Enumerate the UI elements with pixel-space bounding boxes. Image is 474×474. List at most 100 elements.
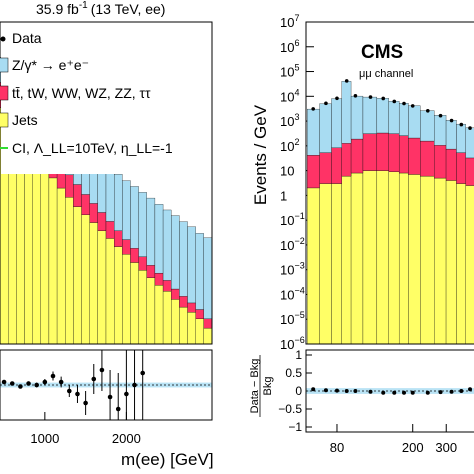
right-y-tick-exp-12: −5: [294, 310, 304, 320]
legend-swatch-jets: [0, 112, 9, 128]
left-bar-1-11: [89, 203, 98, 223]
left-bar-0-7: [56, 187, 66, 345]
right-y-tick-exp-11: −4: [294, 285, 304, 295]
right-ratio-point-7: [392, 390, 397, 395]
right-bar-0-5: [362, 170, 378, 345]
left-ratio-point-1: [9, 381, 15, 386]
left-bar-0-23: [187, 312, 196, 345]
left-bar-2-20: [162, 209, 172, 281]
right-bar-0-10: [420, 175, 435, 345]
right-bar-0-13: [456, 183, 466, 345]
right-bar-1-8: [398, 135, 409, 174]
right-y-tick-exp-4: 3: [294, 112, 299, 122]
left-ratio-point-7: [58, 379, 64, 385]
right-bar-0-2: [331, 183, 342, 345]
right-x-tick-label-1: 200: [402, 440, 424, 455]
left-ratio-point-13: [107, 394, 113, 400]
right-y-tick-label-0: 107: [280, 13, 299, 30]
right-bar-1-5: [362, 133, 378, 171]
left-x-tick-label-1: 2000: [112, 431, 141, 446]
left-ratio-point-16: [132, 382, 137, 388]
left-bar-0-25: [203, 327, 213, 345]
right-y-tick-exp-9: −2: [294, 236, 304, 246]
right-data-point-8: [402, 101, 406, 106]
left-bar-2-18: [146, 197, 156, 266]
right-data-point-14: [468, 126, 472, 130]
left-bar-1-15: [122, 239, 131, 255]
right-y-tick-exp-1: 6: [294, 38, 299, 48]
right-bar-1-12: [445, 148, 457, 181]
right-panel: Events / GeV 10710610510410310210110−110…: [249, 13, 474, 455]
right-ratio-plot: [306, 387, 474, 395]
right-data-point-5: [368, 95, 373, 99]
right-ratio-point-2: [334, 388, 339, 393]
left-legend: Data Z/γ* → e⁺e⁻ tt̄, tW, WW, WZ, ZZ, ττ Je…: [0, 24, 209, 174]
left-ratio-point-12: [99, 367, 105, 373]
left-bar-2-23: [187, 226, 196, 304]
left-ratio-point-17: [140, 370, 145, 376]
left-bar-1-8: [65, 174, 74, 198]
left-main-frame: [0, 21, 213, 345]
left-bar-0-5: [40, 167, 50, 345]
right-bar-1-4: [350, 138, 364, 174]
right-bar-0-7: [388, 171, 400, 345]
left-ratio-point-14: [115, 406, 121, 412]
right-bar-2-13: [456, 123, 466, 153]
right-data-point-1: [324, 101, 328, 106]
right-data-point-0: [311, 107, 315, 111]
right-ratio-tick-label-0: 1: [295, 348, 302, 362]
right-ratio-tick-label-1: 0.5: [285, 366, 302, 380]
right-data-point-10: [425, 108, 430, 113]
left-bar-0-21: [171, 299, 180, 345]
left-bar-1-20: [162, 280, 172, 292]
right-bar-0-14: [465, 185, 474, 345]
right-ratio-point-8: [402, 390, 407, 395]
right-bar-2-14: [465, 127, 474, 159]
left-x-axis-title: m(ee) [GeV]: [121, 450, 214, 469]
left-bar-2-17: [138, 192, 147, 257]
right-y-tick-exp-5: 2: [294, 137, 299, 147]
legend-label-jets: Jets: [12, 112, 38, 128]
right-bar-1-3: [341, 143, 352, 177]
left-panel: 35.9 fb-1 (13 TeV, ee) Data Z/γ* → e⁺e⁻ tt̄…: [0, 0, 214, 469]
left-ratio-point-8: [67, 388, 72, 394]
right-bar-0-3: [341, 175, 352, 345]
left-bar-0-8: [65, 197, 74, 345]
right-ratio-point-10: [425, 390, 430, 395]
right-ratio-tick-label-2: 0: [295, 384, 302, 398]
right-data-point-2: [335, 96, 339, 101]
right-bar-1-14: [465, 157, 474, 186]
right-bar-1-2: [331, 147, 342, 184]
left-bar-0-11: [89, 222, 98, 345]
right-main-plot: [307, 79, 474, 345]
left-ratio-point-2: [18, 384, 23, 389]
left-ratio-point-6: [50, 373, 56, 379]
right-bar-2-9: [408, 105, 421, 139]
left-x-tick-label-0: 1000: [30, 431, 59, 446]
legend-label-ttbar: tt̄, tW, WW, WZ, ZZ, ττ: [12, 85, 151, 101]
left-bar-1-16: [130, 248, 139, 263]
right-ratio-point-6: [381, 390, 386, 395]
right-y-tick-label-1: 106: [280, 38, 299, 55]
legend-swatch-ttbar: [0, 85, 9, 101]
right-y-tick-exp-13: −6: [294, 335, 304, 345]
left-ratio-point-3: [26, 381, 31, 386]
right-y-tick-label-12: 10−5: [280, 310, 305, 327]
right-y-tick-exp-0: 7: [294, 13, 299, 23]
right-y-tick-exp-3: 4: [294, 87, 299, 97]
right-data-point-9: [410, 104, 415, 108]
right-x-ticks: 80 200 300: [330, 424, 457, 455]
right-bar-2-11: [434, 115, 447, 146]
left-bar-1-10: [81, 194, 90, 215]
right-data-point-6: [381, 96, 386, 101]
right-ratio-point-5: [368, 389, 373, 394]
right-bar-1-6: [376, 132, 389, 171]
right-bar-1-13: [456, 152, 466, 184]
ratio-label-numerator: Data − Bkg: [249, 359, 261, 414]
right-bar-1-1: [319, 152, 332, 184]
legend-swatch-dy: [0, 57, 9, 73]
ratio-label-denominator: Bkg: [262, 377, 274, 396]
left-bar-1-9: [73, 184, 82, 207]
right-bar-1-0: [307, 155, 320, 189]
